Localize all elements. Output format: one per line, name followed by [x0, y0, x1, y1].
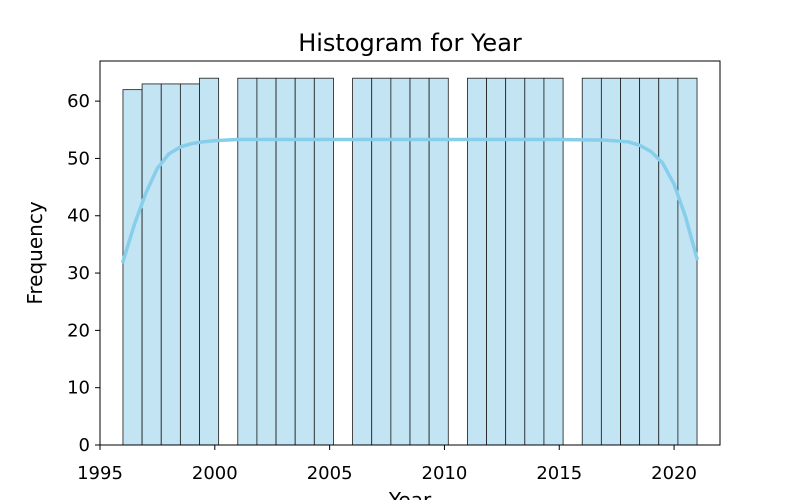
histogram-bar	[141, 83, 162, 446]
histogram-bar	[543, 77, 564, 446]
histogram-bar	[256, 77, 277, 446]
x-tick-label: 2005	[307, 463, 353, 484]
x-tick-label: 2020	[651, 463, 697, 484]
x-axis-ticks: 1995 2000 2005 2010 2015 2020	[77, 445, 697, 484]
chart-title: Histogram for Year	[298, 29, 522, 57]
histogram-bar	[658, 77, 679, 446]
y-axis-ticks: 0 10 20 30 40 50 60	[67, 91, 100, 456]
histogram-bar	[505, 77, 526, 446]
histogram-bar	[486, 77, 507, 446]
histogram-bar	[409, 77, 430, 446]
histogram-bar	[639, 77, 660, 446]
histogram-bar	[160, 83, 181, 446]
x-axis-label: Year	[388, 488, 432, 500]
y-tick-label: 50	[67, 148, 90, 169]
histogram-bar	[122, 89, 143, 446]
histogram-bar	[199, 77, 220, 446]
histogram-bar	[294, 77, 315, 446]
histogram-bar	[677, 77, 698, 446]
x-tick-label: 2015	[536, 463, 582, 484]
histogram-bar	[600, 77, 621, 446]
histogram-bar	[237, 77, 258, 446]
bars-group	[122, 77, 698, 446]
histogram-bar	[428, 77, 449, 446]
x-tick-label: 1995	[77, 463, 123, 484]
histogram-bar	[275, 77, 296, 446]
histogram-bar	[179, 83, 200, 446]
histogram-bar	[313, 77, 334, 446]
histogram-bar	[390, 77, 411, 446]
y-tick-label: 10	[67, 378, 90, 399]
histogram-bar	[371, 77, 392, 446]
x-tick-label: 2000	[192, 463, 238, 484]
histogram-bar	[581, 77, 602, 446]
histogram-bar	[620, 77, 641, 446]
y-tick-label: 30	[67, 263, 90, 284]
y-tick-label: 20	[67, 320, 90, 341]
y-tick-label: 0	[79, 435, 90, 456]
histogram-bar	[467, 77, 487, 446]
plot-frame	[99, 60, 721, 446]
x-tick-label: 2010	[422, 463, 468, 484]
histogram-bar	[352, 77, 373, 446]
y-tick-label: 40	[67, 206, 90, 227]
kde-curve	[121, 137, 699, 264]
y-tick-label: 60	[67, 91, 90, 112]
y-axis-label: Frequency	[23, 201, 47, 304]
histogram-bar	[524, 77, 545, 446]
